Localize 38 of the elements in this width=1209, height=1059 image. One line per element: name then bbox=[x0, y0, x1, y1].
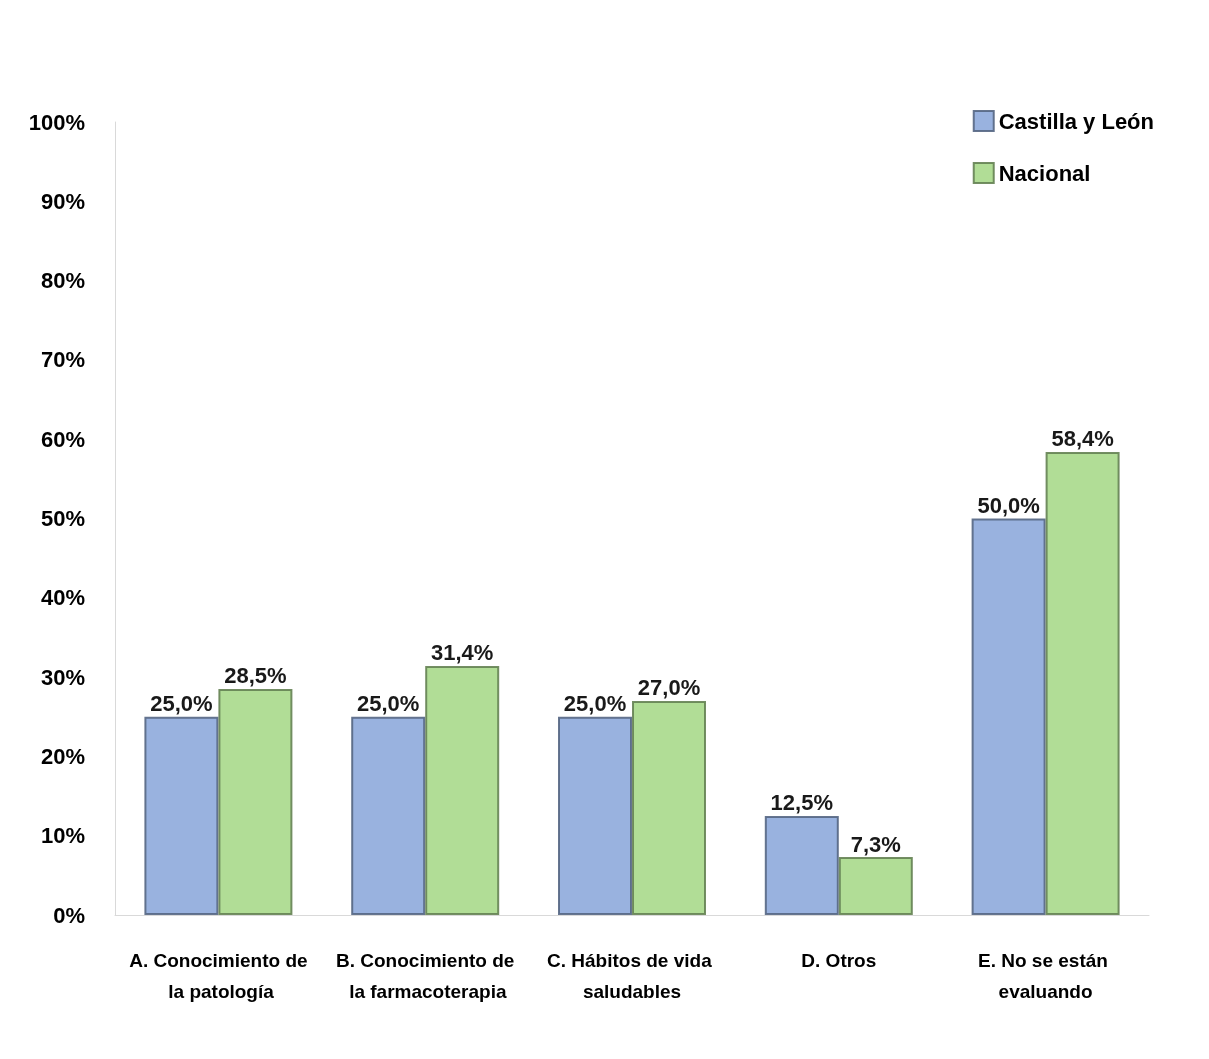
y-tick-label: 70% bbox=[40, 347, 85, 373]
y-tick-label: 20% bbox=[40, 743, 85, 769]
data-label: 31,4% bbox=[431, 640, 494, 666]
data-label: 25,0% bbox=[357, 691, 420, 717]
data-label: 28,5% bbox=[224, 663, 287, 689]
bar bbox=[1045, 451, 1120, 915]
y-tick-label: 0% bbox=[53, 902, 85, 928]
y-tick-label: 90% bbox=[40, 188, 85, 214]
bar bbox=[971, 518, 1046, 915]
bar bbox=[425, 666, 500, 915]
y-tick-label: 40% bbox=[40, 585, 85, 611]
y-tick-label: 100% bbox=[28, 109, 85, 135]
y-tick-label: 60% bbox=[40, 426, 85, 452]
legend-label: Nacional bbox=[998, 160, 1091, 186]
bar bbox=[558, 716, 632, 915]
x-tick-label: D. Otros bbox=[801, 950, 877, 971]
bar bbox=[351, 716, 426, 915]
data-label: 7,3% bbox=[850, 831, 901, 857]
data-label: 50,0% bbox=[977, 493, 1040, 518]
y-tick-label: 30% bbox=[40, 664, 85, 690]
data-label: 25,0% bbox=[563, 691, 627, 717]
x-tick-label: C. Hábitos de vida saludables bbox=[547, 950, 717, 1002]
x-tick-label: E. No se están evaluando bbox=[978, 950, 1114, 1002]
bar bbox=[632, 700, 706, 915]
y-tick-label: 10% bbox=[40, 823, 85, 849]
data-label: 58,4% bbox=[1051, 426, 1114, 452]
bar bbox=[144, 716, 219, 915]
data-label: 25,0% bbox=[150, 691, 213, 717]
bar bbox=[838, 857, 913, 915]
y-tick-label: 50% bbox=[40, 506, 85, 531]
bar bbox=[218, 689, 293, 915]
data-label: 12,5% bbox=[770, 790, 833, 816]
x-tick-label: A. Conocimiento de la patología bbox=[129, 950, 308, 1002]
legend-label: Castilla y León bbox=[998, 108, 1155, 134]
data-label: 27,0% bbox=[637, 675, 701, 701]
x-tick-label: B. Conocimiento de la farmacoterapia bbox=[336, 950, 515, 1002]
y-tick-label: 80% bbox=[40, 268, 85, 294]
bar bbox=[764, 815, 839, 915]
